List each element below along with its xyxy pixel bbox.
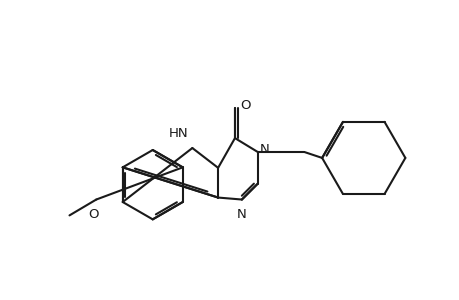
Text: O: O	[240, 99, 250, 112]
Text: HN: HN	[168, 127, 188, 140]
Text: N: N	[260, 143, 269, 156]
Text: O: O	[88, 208, 99, 221]
Text: N: N	[236, 208, 246, 221]
